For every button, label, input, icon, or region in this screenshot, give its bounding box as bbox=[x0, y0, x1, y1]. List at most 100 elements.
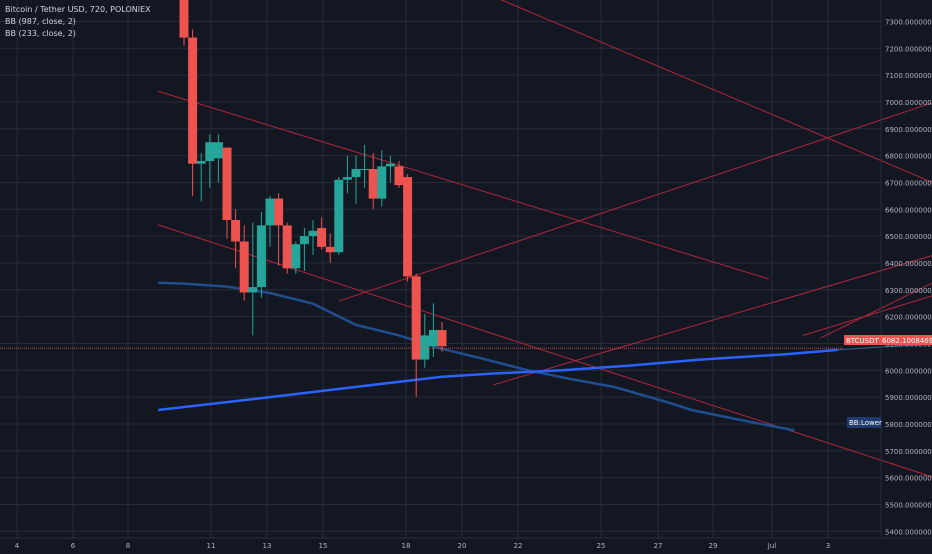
candle-body bbox=[342, 177, 352, 180]
candle[interactable] bbox=[377, 150, 387, 207]
candle-body bbox=[394, 166, 404, 186]
x-tick-label: 18 bbox=[402, 542, 411, 550]
candle[interactable] bbox=[213, 134, 223, 183]
candle[interactable] bbox=[299, 228, 309, 272]
candle[interactable] bbox=[385, 155, 395, 183]
candle-body bbox=[360, 169, 370, 171]
x-tick-label: 4 bbox=[15, 542, 20, 550]
legend: Bitcoin / Tether USD, 720, POLONIEX BB (… bbox=[5, 4, 151, 40]
candle[interactable] bbox=[317, 217, 327, 250]
candle[interactable] bbox=[179, 0, 189, 46]
trendline bbox=[803, 295, 932, 336]
bb-lower-slow-line bbox=[158, 348, 838, 412]
y-tick-label: 6300.00000000 bbox=[885, 287, 932, 295]
y-tick-label: 6200.00000000 bbox=[885, 314, 932, 322]
candle-body bbox=[265, 198, 275, 226]
candle-body bbox=[411, 276, 421, 360]
candle[interactable] bbox=[428, 303, 438, 357]
x-tick-label: 29 bbox=[709, 542, 718, 550]
candle[interactable] bbox=[274, 193, 284, 266]
candles[interactable] bbox=[179, 0, 447, 398]
indicator-bb-987[interactable]: BB (987, close, 2) bbox=[5, 17, 76, 26]
current-price-symbol: BTCUSDT bbox=[846, 337, 880, 345]
y-tick-label: 5600.00000000 bbox=[885, 475, 932, 483]
candle[interactable] bbox=[403, 174, 413, 282]
bb-lower-label: BB:Lower bbox=[849, 419, 882, 427]
x-tick-label: 6 bbox=[71, 542, 76, 550]
candle-body bbox=[368, 169, 378, 199]
candle-body bbox=[222, 147, 232, 221]
candle[interactable] bbox=[205, 134, 215, 188]
trendline bbox=[158, 90, 769, 280]
candle-body bbox=[188, 37, 198, 164]
candle[interactable] bbox=[256, 211, 266, 298]
candle[interactable] bbox=[239, 225, 249, 301]
candle-body bbox=[420, 335, 430, 360]
candle[interactable] bbox=[231, 209, 241, 269]
x-tick-label: 20 bbox=[458, 542, 467, 550]
candle[interactable] bbox=[351, 155, 361, 204]
candle-body bbox=[179, 0, 189, 38]
candle[interactable] bbox=[411, 273, 421, 398]
candle[interactable] bbox=[196, 152, 206, 202]
candle-body bbox=[428, 330, 438, 347]
candle-body bbox=[299, 236, 309, 245]
price-labels: BTCUSDT 6082.10084698 BB:Lower bbox=[844, 335, 932, 428]
y-tick-label: 5400.00000000 bbox=[885, 528, 932, 536]
candle[interactable] bbox=[368, 152, 378, 210]
current-price-value: 6082.10084698 bbox=[882, 337, 932, 345]
candle-body bbox=[248, 287, 258, 293]
x-tick-label: 27 bbox=[654, 542, 663, 550]
candle[interactable] bbox=[342, 155, 352, 194]
candle-body bbox=[274, 198, 284, 226]
candle-body bbox=[239, 241, 249, 293]
candle[interactable] bbox=[291, 241, 301, 274]
y-tick-label: 6800.00000000 bbox=[885, 153, 932, 161]
candle[interactable] bbox=[394, 160, 404, 188]
candle[interactable] bbox=[360, 144, 370, 188]
candle[interactable] bbox=[248, 222, 258, 336]
candle-body bbox=[334, 179, 344, 253]
bb-lower-tag bbox=[847, 417, 881, 428]
candle-body bbox=[437, 330, 447, 347]
y-tick-label: 5700.00000000 bbox=[885, 448, 932, 456]
candle[interactable] bbox=[437, 321, 447, 352]
y-tick-label: 5800.00000000 bbox=[885, 421, 932, 429]
candle[interactable] bbox=[265, 195, 275, 247]
candle-body bbox=[403, 177, 413, 277]
trendline bbox=[820, 282, 932, 339]
candle-body bbox=[291, 244, 301, 269]
candle-body bbox=[377, 166, 387, 199]
y-tick-label: 6000.00000000 bbox=[885, 367, 932, 375]
y-tick-label: 7000.00000000 bbox=[885, 99, 932, 107]
y-tick-label: 6900.00000000 bbox=[885, 126, 932, 134]
x-tick-label: 8 bbox=[126, 542, 130, 550]
candle[interactable] bbox=[420, 313, 430, 368]
y-tick-label: 5500.00000000 bbox=[885, 501, 932, 509]
candle[interactable] bbox=[325, 233, 335, 263]
candle-body bbox=[308, 230, 318, 237]
indicator-bb-233[interactable]: BB (233, close, 2) bbox=[5, 29, 76, 38]
y-tick-label: 7100.00000000 bbox=[885, 72, 932, 80]
x-tick-label: 3 bbox=[826, 542, 830, 550]
symbol-title[interactable]: Bitcoin / Tether USD, 720, POLONIEX bbox=[5, 5, 151, 14]
candle-body bbox=[317, 228, 327, 247]
candle[interactable] bbox=[308, 220, 318, 255]
x-tick-label: 22 bbox=[514, 542, 523, 550]
trendlines[interactable] bbox=[158, 0, 932, 508]
candle-body bbox=[351, 169, 361, 178]
current-price-tag bbox=[844, 335, 932, 345]
candle-body bbox=[231, 220, 241, 242]
candle[interactable] bbox=[188, 29, 198, 196]
x-tick-label: 11 bbox=[207, 542, 216, 550]
candle[interactable] bbox=[334, 177, 344, 255]
candle-body bbox=[256, 225, 266, 288]
candle[interactable] bbox=[222, 147, 232, 239]
y-tick-label: 6500.00000000 bbox=[885, 233, 932, 241]
y-tick-label: 5900.00000000 bbox=[885, 394, 932, 402]
candle[interactable] bbox=[282, 222, 292, 274]
x-tick-label: 25 bbox=[597, 542, 606, 550]
